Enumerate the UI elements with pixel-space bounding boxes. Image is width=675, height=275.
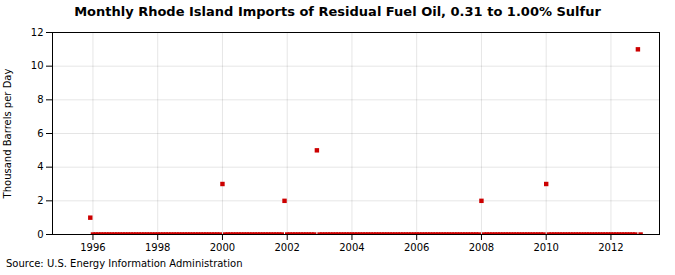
svg-text:12: 12 (31, 27, 44, 38)
svg-text:Thousand Barrels per Day: Thousand Barrels per Day (2, 69, 13, 200)
svg-text:2012: 2012 (598, 242, 623, 253)
svg-text:0: 0 (37, 229, 43, 240)
svg-text:2006: 2006 (404, 242, 429, 253)
svg-text:2004: 2004 (339, 242, 364, 253)
svg-text:1996: 1996 (80, 242, 105, 253)
svg-text:2010: 2010 (533, 242, 558, 253)
html-text:Monthly Rhode Island Imports o: Monthly Rhode Island Imports of Residual… (74, 4, 601, 19)
svg-text:4: 4 (37, 161, 43, 172)
svg-text:10: 10 (31, 60, 44, 71)
svg-text:1998: 1998 (145, 242, 170, 253)
svg-text:2008: 2008 (469, 242, 494, 253)
svg-text:6: 6 (37, 128, 43, 139)
svg-text:2002: 2002 (274, 242, 299, 253)
svg-text:2: 2 (37, 195, 43, 206)
svg-text:8: 8 (37, 94, 43, 105)
svg-text:2000: 2000 (210, 242, 235, 253)
html-text:Source: U.S. Energy Informatio: Source: U.S. Energy Information Administ… (6, 258, 243, 269)
